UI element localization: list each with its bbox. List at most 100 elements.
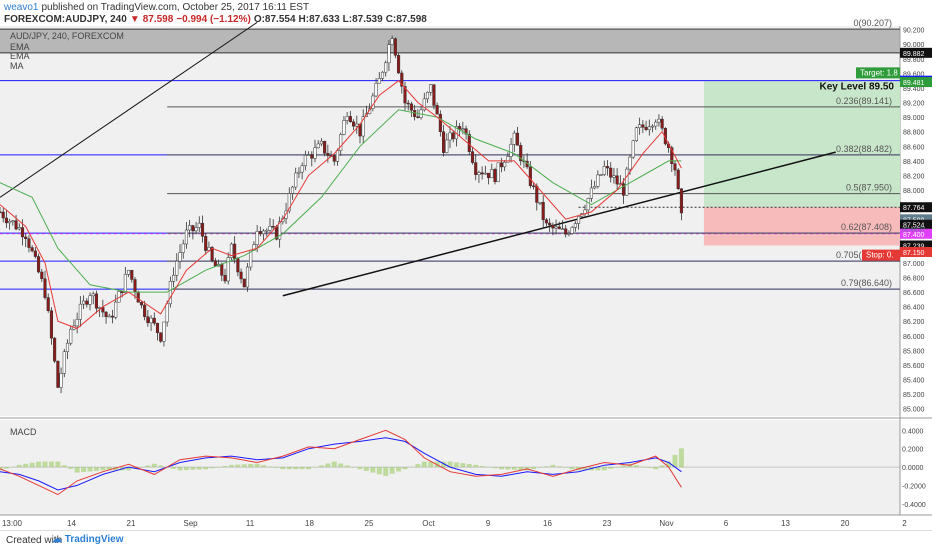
candle-body <box>43 278 47 298</box>
candle-body <box>470 151 475 163</box>
candle-body <box>14 220 18 230</box>
fib-label-0: 0(90.207) <box>853 18 892 28</box>
candle-body <box>474 162 478 175</box>
candle-body <box>27 238 31 248</box>
candle-body <box>657 118 661 123</box>
candle-body <box>551 224 555 229</box>
symbol-name: FOREXCOM:AUDJPY, 240 <box>4 14 127 25</box>
candle-body <box>355 123 359 127</box>
cloud-icon: ☁ <box>52 534 62 545</box>
candle-body <box>307 154 311 156</box>
candle-body <box>258 231 262 235</box>
macd-histogram-bar <box>74 467 80 473</box>
candle-body <box>622 183 626 196</box>
price-tick-label: 89.800 <box>903 57 925 64</box>
candle-body <box>503 161 507 168</box>
macd-histogram-bar <box>42 461 48 468</box>
candle-body <box>59 373 63 388</box>
macd-histogram-bar <box>550 464 556 468</box>
candle-body <box>133 279 137 293</box>
candle-body <box>191 225 195 232</box>
macd-histogram-bar <box>511 467 517 470</box>
candle-body <box>442 131 446 153</box>
tradingview-logo[interactable]: ☁ TradingView <box>52 534 124 545</box>
publish-line: weavo1 published on TradingView.com, Octo… <box>4 2 312 13</box>
candle-body <box>544 219 548 224</box>
candle-body <box>541 202 545 221</box>
price-tag-label: 87.524 <box>903 223 925 230</box>
candle-body <box>564 228 568 235</box>
candle-body <box>223 275 227 282</box>
legend-ema-1[interactable]: EMA <box>10 42 30 52</box>
price-tag-bg <box>900 246 932 257</box>
macd-histogram-bar <box>344 465 350 468</box>
candle-body <box>69 328 73 344</box>
candle-body <box>596 174 600 187</box>
price-tick-label: 85.600 <box>903 363 925 370</box>
candle-body <box>24 236 28 239</box>
candle-body <box>641 124 645 128</box>
price-tag-label: 89.481 <box>903 80 925 87</box>
time-tick-label: 20 <box>841 519 850 528</box>
candle-body <box>101 307 105 313</box>
macd-histogram-bar <box>447 461 453 468</box>
price-axis-bg <box>900 26 932 515</box>
author-name[interactable]: weavo1 <box>4 2 39 13</box>
macd-histogram-bar <box>653 467 659 470</box>
candle-body <box>676 169 680 190</box>
candle-body <box>107 315 111 318</box>
macd-histogram-bar <box>563 467 569 468</box>
price-chart[interactable]: 90.200 90.000 89.800 89.600 89.400 89.200 89.0… <box>0 0 932 530</box>
macd-histogram-bar <box>299 467 305 470</box>
macd-label[interactable]: MACD <box>10 427 37 437</box>
candle-body <box>65 342 70 352</box>
candle-body <box>239 271 243 280</box>
macd-histogram-bar <box>216 467 222 468</box>
candle-body <box>660 118 664 129</box>
candle-body <box>268 226 272 231</box>
fib-label-0.5: 0.5(87.950) <box>846 183 892 193</box>
candle-body <box>416 116 420 118</box>
candle-body <box>300 165 304 173</box>
candle-body <box>528 166 532 187</box>
legend-ema-2[interactable]: EMA <box>10 51 30 61</box>
candle-body <box>673 163 677 171</box>
macd-histogram-bar <box>608 467 614 469</box>
candle-body <box>323 140 327 154</box>
time-tick-label: 9 <box>486 519 491 528</box>
macd-histogram-bar <box>492 467 498 469</box>
candle-body <box>679 188 683 214</box>
candle-body <box>400 72 404 87</box>
candle-body <box>194 227 198 232</box>
candle-body <box>220 263 224 276</box>
macd-tick-label: 0.0000 <box>902 465 924 472</box>
macd-histogram-bar <box>331 461 337 468</box>
macd-histogram-bar <box>633 465 639 468</box>
candle-body <box>628 156 632 170</box>
macd-histogram-bar <box>241 464 247 468</box>
macd-histogram-bar <box>338 463 344 468</box>
brand-name: TradingView <box>64 534 124 545</box>
candle-body <box>577 216 581 224</box>
macd-histogram-bar <box>441 461 447 468</box>
candle-body <box>213 260 217 267</box>
price-tag-bg <box>900 219 932 230</box>
legend-ma[interactable]: MA <box>10 61 24 71</box>
macd-histogram-bar <box>498 467 504 470</box>
macd-histogram-bar <box>235 464 241 468</box>
price-tick-label: 85.400 <box>903 378 925 385</box>
candle-body <box>593 186 597 189</box>
price-tick-label: 89.400 <box>903 86 925 93</box>
candle-body <box>467 133 471 152</box>
macd-histogram-bar <box>672 454 678 468</box>
price-tag-bg <box>900 214 932 225</box>
candle-body <box>599 174 603 176</box>
close-value: C:87.598 <box>385 14 427 25</box>
candle-body <box>265 229 269 232</box>
candle-body <box>644 126 648 130</box>
macd-histogram-bar <box>145 465 151 468</box>
macd-histogram-bar <box>209 467 215 469</box>
candle-body <box>403 86 407 104</box>
legend-title[interactable]: AUD/JPY, 240, FOREXCOM <box>10 31 124 41</box>
macd-histogram-bar <box>106 467 112 471</box>
